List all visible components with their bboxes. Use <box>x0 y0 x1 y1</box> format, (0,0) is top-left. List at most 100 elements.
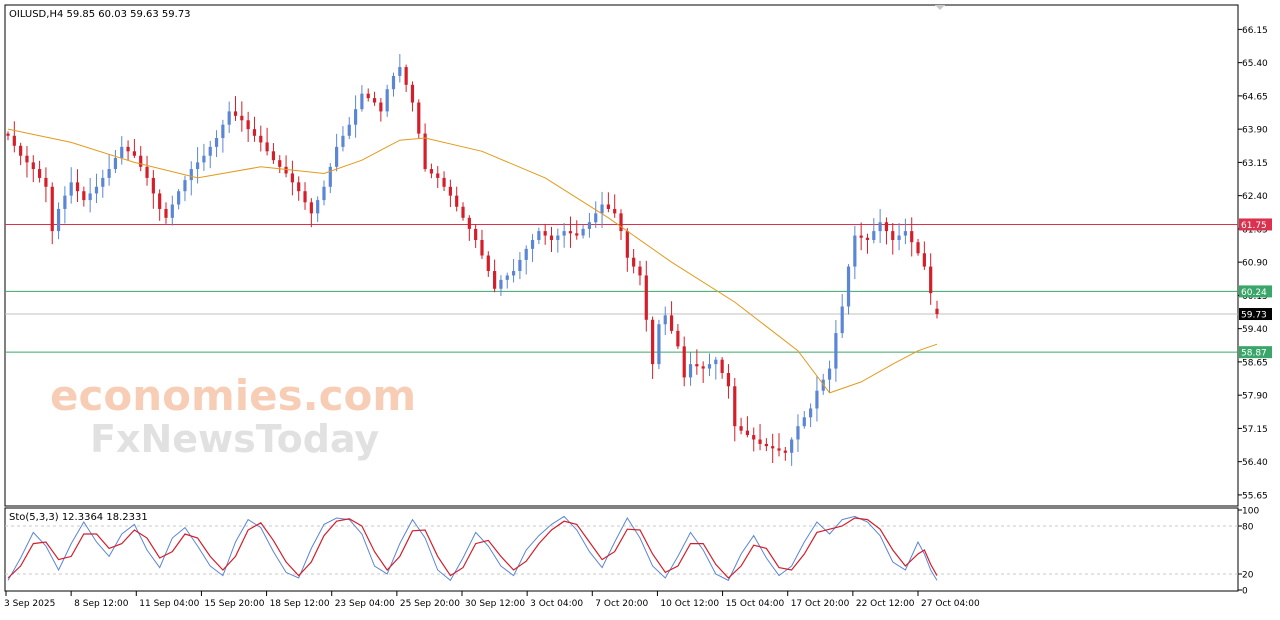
candle-body <box>594 213 598 223</box>
candle-body <box>303 191 307 203</box>
candle-body <box>372 98 377 103</box>
price-tick-label: 55.65 <box>1242 491 1268 501</box>
candle-body <box>309 202 313 214</box>
candle-body <box>208 146 212 156</box>
candle-body <box>859 235 863 238</box>
candle-body <box>271 151 276 161</box>
candle-body <box>385 89 389 112</box>
candle-body <box>846 266 851 307</box>
candle-body <box>50 186 54 232</box>
candle-body <box>720 359 724 373</box>
candle-body <box>290 173 294 183</box>
candle-body <box>126 146 130 152</box>
candle-body <box>809 408 813 418</box>
candle-body <box>240 115 244 121</box>
level-tag-label: 59.73 <box>1241 311 1267 321</box>
price-tick-label: 57.15 <box>1242 425 1268 435</box>
candle-body <box>113 157 118 170</box>
candle-body <box>221 124 225 139</box>
candle-body <box>676 330 680 347</box>
candle-body <box>771 446 775 449</box>
candle-body <box>865 237 870 240</box>
watermark-line-1: economies.com <box>50 371 416 420</box>
candle-body <box>625 231 629 258</box>
oscillator-tick-label: 100 <box>1242 507 1259 517</box>
oscillator-tick-label: 80 <box>1242 523 1254 533</box>
candle-body <box>69 182 73 196</box>
chart-shift-marker-icon[interactable] <box>935 5 945 10</box>
candle-body <box>448 186 452 196</box>
level-tag-label: 60.24 <box>1241 288 1267 298</box>
time-tick-label: 10 Oct 12:00 <box>660 599 719 609</box>
price-panel <box>4 4 1239 507</box>
candle-body <box>644 275 648 320</box>
oscillator-header: Sto(5,3,3) 12.3364 18.2331 <box>9 512 148 523</box>
candle-body <box>910 231 914 243</box>
oscillator-panel <box>4 507 1239 592</box>
candle-body <box>872 231 876 240</box>
candle-body <box>328 166 332 187</box>
candle-body <box>246 120 250 130</box>
candle-body <box>101 177 105 187</box>
candle-body <box>139 155 143 167</box>
candle-body <box>783 450 787 453</box>
candle-body <box>802 417 806 427</box>
candle-body <box>935 308 939 315</box>
candle-body <box>714 359 718 365</box>
price-tick-label: 66.15 <box>1242 26 1268 36</box>
time-tick-label: 23 Sep 04:00 <box>335 599 395 609</box>
candle-body <box>486 255 490 272</box>
candle-body <box>145 166 149 178</box>
candle-body <box>379 102 383 112</box>
stochastic-main-line <box>7 515 938 582</box>
candle-body <box>707 364 712 369</box>
stochastic-oscillator: 100 80 20 0 <box>5 507 1259 597</box>
candle-body <box>265 142 269 152</box>
candle-body <box>840 306 844 334</box>
level-tag-box <box>1239 285 1272 298</box>
candle-body <box>827 368 832 380</box>
moving-average-line <box>7 128 938 394</box>
candle-body <box>391 75 396 90</box>
candle-body <box>562 231 566 236</box>
candle-body <box>177 191 181 205</box>
candle-body <box>682 346 686 378</box>
candle-body <box>726 372 731 387</box>
candle-body <box>929 266 933 294</box>
time-tick-label: 11 Sep 04:00 <box>139 599 199 609</box>
candle-body <box>398 67 402 76</box>
time-tick-label: 30 Sep 12:00 <box>465 599 525 609</box>
candle-body <box>651 319 655 365</box>
candle-body <box>461 206 465 218</box>
candle-body <box>568 231 573 234</box>
candle-body <box>499 279 503 289</box>
level-tag-label: 58.87 <box>1241 349 1267 359</box>
candle-body <box>897 235 901 240</box>
candle-body <box>75 182 80 192</box>
candle-body <box>322 186 326 201</box>
candle-body <box>695 364 699 367</box>
candle-body <box>429 169 434 174</box>
price-tick-label: 58.65 <box>1242 358 1268 368</box>
candle-body <box>758 439 762 444</box>
candle-body <box>25 155 29 163</box>
candle-body <box>316 200 320 214</box>
candle-body <box>353 109 358 125</box>
candle-body <box>132 151 136 156</box>
candle-body <box>922 253 926 267</box>
candle-body <box>360 93 364 110</box>
candle-body <box>259 135 263 143</box>
candle-body <box>170 204 174 218</box>
price-tick-label: 56.40 <box>1242 458 1268 468</box>
candle-body <box>777 448 781 451</box>
price-tick-label: 63.15 <box>1242 159 1268 169</box>
candle-body <box>752 435 756 440</box>
candle-body <box>467 217 471 229</box>
candlestick-series <box>6 54 939 466</box>
level-tag-box <box>1239 308 1272 321</box>
candle-body <box>606 204 610 209</box>
candle-body <box>511 271 516 276</box>
time-tick-label: 7 Oct 20:00 <box>595 599 648 609</box>
candle-body <box>493 271 497 289</box>
candle-body <box>404 67 408 85</box>
